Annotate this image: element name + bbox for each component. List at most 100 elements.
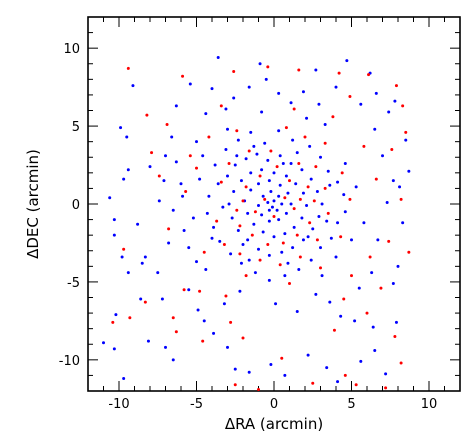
- blue-point: [381, 154, 384, 158]
- blue-point: [407, 169, 411, 173]
- blue-point: [195, 140, 198, 144]
- blue-point: [320, 202, 324, 206]
- blue-point: [326, 169, 330, 173]
- red-point: [258, 258, 262, 262]
- blue-point: [187, 288, 191, 292]
- blue-point: [125, 135, 129, 139]
- blue-point: [212, 225, 216, 229]
- red-point: [235, 208, 239, 212]
- red-point: [368, 255, 372, 259]
- blue-point: [281, 161, 285, 165]
- blue-point: [357, 286, 361, 290]
- red-point: [272, 214, 276, 218]
- x-tick-label: 0: [270, 397, 278, 412]
- red-point: [157, 174, 161, 178]
- red-point: [181, 74, 185, 78]
- red-point: [298, 197, 302, 201]
- blue-point: [260, 110, 264, 114]
- red-point: [297, 161, 301, 165]
- blue-point: [353, 319, 357, 323]
- blue-point: [354, 185, 358, 189]
- red-point: [350, 274, 353, 278]
- blue-point: [283, 232, 287, 236]
- red-point: [292, 207, 296, 211]
- blue-point: [320, 274, 324, 278]
- red-point: [219, 104, 223, 108]
- blue-point: [278, 183, 282, 187]
- blue-point: [174, 104, 178, 108]
- blue-point: [342, 193, 346, 197]
- blue-point: [253, 271, 257, 275]
- blue-point: [236, 228, 240, 232]
- red-point: [407, 250, 411, 254]
- red-point: [315, 238, 319, 242]
- blue-point: [336, 180, 340, 184]
- blue-point: [229, 252, 233, 256]
- red-point: [367, 73, 371, 77]
- red-point: [250, 233, 254, 237]
- blue-point: [126, 271, 130, 275]
- red-point: [342, 297, 346, 301]
- blue-point: [317, 214, 321, 218]
- blue-point: [257, 204, 260, 208]
- blue-point: [171, 208, 175, 212]
- blue-point: [119, 126, 123, 130]
- y-tick-label: 10: [63, 42, 80, 57]
- blue-point: [216, 182, 220, 186]
- red-point: [362, 144, 366, 148]
- blue-point: [226, 127, 229, 131]
- blue-point: [222, 302, 226, 306]
- blue-point: [102, 341, 105, 345]
- red-point: [323, 186, 327, 190]
- blue-point: [343, 161, 347, 165]
- blue-point: [264, 77, 268, 81]
- blue-point: [120, 255, 124, 259]
- red-point: [188, 154, 192, 158]
- blue-point: [267, 278, 271, 282]
- blue-point: [301, 191, 305, 195]
- red-point: [195, 166, 198, 170]
- blue-point: [204, 112, 208, 116]
- red-point: [311, 381, 315, 385]
- blue-point: [289, 161, 293, 165]
- blue-point: [171, 358, 175, 362]
- blue-point: [336, 221, 340, 225]
- red-point: [275, 165, 279, 169]
- red-point: [332, 328, 336, 332]
- blue-point: [233, 163, 237, 167]
- blue-point: [272, 199, 276, 203]
- red-point: [314, 165, 318, 169]
- blue-point: [131, 84, 135, 88]
- blue-point: [308, 144, 312, 148]
- red-point: [288, 281, 291, 285]
- blue-point: [266, 158, 270, 162]
- blue-point: [182, 228, 186, 232]
- blue-point: [393, 99, 397, 103]
- blue-point: [233, 367, 237, 371]
- blue-point: [280, 202, 284, 206]
- red-point: [278, 263, 282, 267]
- blue-point: [295, 310, 299, 314]
- blue-point: [249, 130, 253, 134]
- blue-point: [311, 227, 315, 231]
- y-tick-label: -10: [59, 354, 80, 369]
- blue-point: [241, 243, 245, 247]
- blue-point: [319, 155, 322, 159]
- red-point: [331, 115, 335, 119]
- blue-point: [319, 246, 322, 250]
- blue-point: [336, 380, 340, 384]
- blue-point: [301, 90, 305, 94]
- blue-point: [343, 210, 347, 214]
- red-point: [207, 135, 211, 139]
- red-point: [399, 361, 403, 365]
- blue-point: [181, 194, 185, 198]
- blue-point: [267, 179, 271, 183]
- red-point: [244, 274, 248, 278]
- red-point: [365, 311, 369, 315]
- blue-point: [261, 194, 265, 198]
- red-point: [288, 179, 291, 183]
- blue-point: [244, 157, 248, 161]
- blue-point: [371, 325, 375, 329]
- blue-point: [317, 102, 321, 106]
- blue-point: [284, 211, 288, 215]
